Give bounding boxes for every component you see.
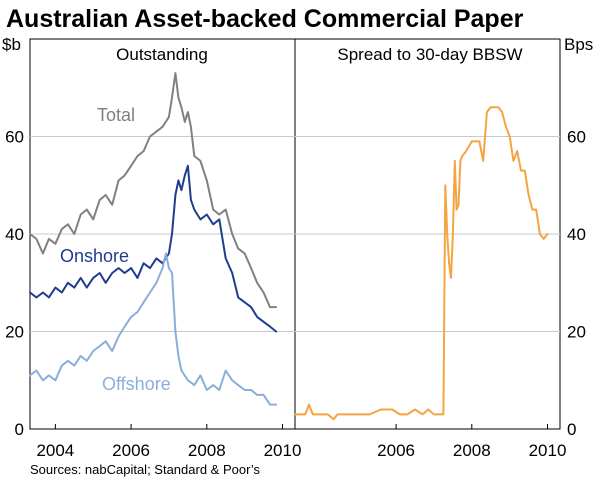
offshore-series-label: Offshore (102, 374, 171, 394)
series-line-spread (294, 106, 549, 421)
source-note: Sources: nabCapital; Standard & Poor’s (30, 462, 261, 477)
left-panel-title: Outstanding (116, 45, 208, 64)
chart-title: Australian Asset-backed Commercial Paper (6, 5, 524, 33)
onshore-series-label: Onshore (60, 246, 129, 266)
x-tick-label: 2008 (453, 441, 491, 460)
y-tick-label-left: 40 (5, 225, 24, 244)
x-tick-label: 2004 (36, 441, 74, 460)
left-axis-unit: $b (2, 35, 21, 54)
y-tick-label-left: 20 (5, 323, 24, 342)
y-tick-label-right: 60 (567, 128, 586, 147)
series-line-offshore (29, 252, 278, 406)
y-tick-label-left: 0 (15, 420, 24, 439)
series-line-total (29, 72, 278, 309)
y-tick-label-right: 20 (567, 323, 586, 342)
x-tick-label: 2006 (112, 441, 150, 460)
x-tick-label: 2008 (188, 441, 226, 460)
right-panel-gridlines (295, 136, 560, 332)
total-series-label: Total (97, 105, 135, 125)
x-tick-label: 2010 (264, 441, 302, 460)
left-y-ticks: 0 20 40 60 (5, 128, 24, 440)
x-tick-label: 2006 (377, 441, 415, 460)
y-tick-label-right: 40 (567, 225, 586, 244)
left-panel-gridlines (30, 136, 295, 332)
x-ticks: 2004 2006 2008 2010 2006 2008 2010 (36, 424, 566, 460)
series-lines (29, 72, 549, 421)
y-tick-label-left: 60 (5, 128, 24, 147)
x-tick-label: 2010 (529, 441, 567, 460)
y-tick-label-right: 0 (567, 420, 576, 439)
right-axis-unit: Bps (564, 35, 593, 54)
right-panel-title: Spread to 30-day BBSW (337, 45, 522, 64)
right-y-ticks: 0 20 40 60 (567, 128, 586, 440)
